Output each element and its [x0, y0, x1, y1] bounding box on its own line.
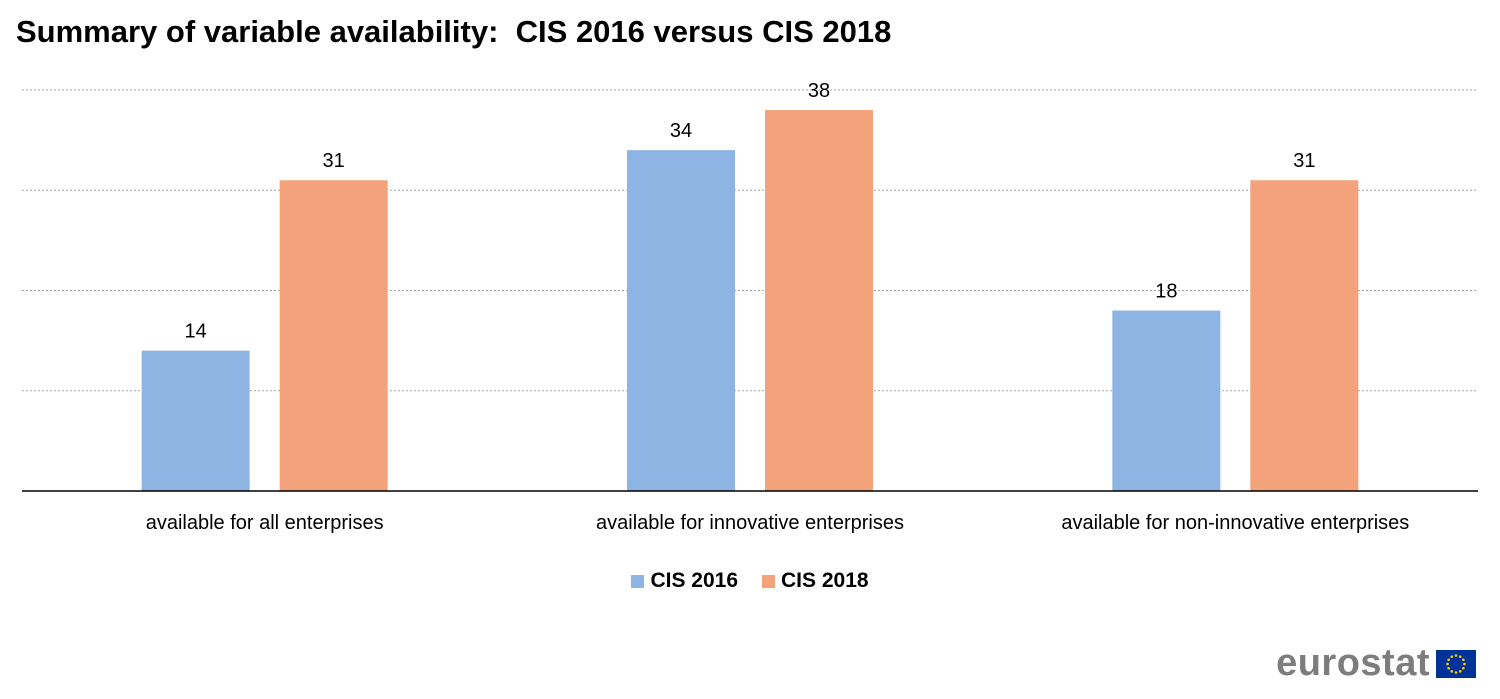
- value-label-cis-2018-available-for-non-innovative-enterprises: 31: [1293, 150, 1315, 172]
- bar-cis-2016-available-for-all-enterprises: [141, 350, 250, 491]
- value-label-cis-2016-available-for-innovative-enterprises: 34: [670, 120, 692, 142]
- flag-star: [1463, 662, 1466, 665]
- value-label-cis-2018-available-for-innovative-enterprises: 38: [808, 80, 830, 102]
- flag-star: [1458, 654, 1462, 658]
- value-label-cis-2018-available-for-all-enterprises: 31: [323, 150, 345, 172]
- bar-cis-2016-available-for-innovative-enterprises: [627, 150, 735, 491]
- bar-cis-2018-available-for-all-enterprises: [279, 180, 388, 491]
- category-label-available-for-all-enterprises: available for all enterprises: [146, 512, 384, 534]
- logo-text: eurostat: [1276, 642, 1430, 684]
- legend-label-cis-2018: CIS 2018: [781, 569, 869, 592]
- category-label-available-for-innovative-enterprises: available for innovative enterprises: [596, 512, 904, 534]
- legend-item-cis-2016: CIS 2016: [631, 569, 738, 593]
- flag-star: [1450, 654, 1454, 658]
- legend: CIS 2016 CIS 2018: [0, 569, 1500, 593]
- chart-title: Summary of variable availability: CIS 20…: [16, 14, 892, 49]
- gridlines: [22, 89, 1478, 392]
- legend-item-cis-2018: CIS 2018: [762, 569, 869, 593]
- flag-star: [1458, 669, 1462, 673]
- bar-cis-2016-available-for-non-innovative-enterprises: [1112, 310, 1221, 491]
- flag-star: [1462, 657, 1465, 661]
- flag-star: [1454, 653, 1458, 657]
- flag-star: [1447, 666, 1450, 670]
- bar-cis-2018-available-for-innovative-enterprises: [765, 110, 873, 492]
- legend-swatch-cis-2018: [762, 574, 775, 588]
- flag-star: [1454, 670, 1458, 674]
- legend-swatch-cis-2016: [631, 574, 645, 588]
- value-label-cis-2016-available-for-all-enterprises: 14: [185, 321, 207, 343]
- bar-cis-2018-available-for-non-innovative-enterprises: [1250, 180, 1359, 491]
- eurostat-logo: eurostat: [1276, 642, 1476, 685]
- category-label-available-for-non-innovative-enterprises: available for non-innovative enterprises: [1061, 512, 1409, 534]
- flag-star: [1446, 662, 1449, 665]
- bars: [141, 110, 1359, 492]
- value-labels: 14 31 34 38 18 31: [185, 80, 1316, 343]
- legend-label-cis-2016: CIS 2016: [650, 569, 738, 592]
- category-labels: available for all enterprises available f…: [146, 512, 1410, 534]
- value-label-cis-2016-available-for-non-innovative-enterprises: 18: [1155, 281, 1177, 303]
- eu-flag-icon: [1436, 649, 1476, 678]
- flag-star: [1462, 666, 1465, 670]
- flag-star: [1447, 657, 1450, 661]
- flag-star: [1450, 669, 1454, 673]
- bar-chart: 14 31 34 38 18 31 available for all enterpris…: [22, 80, 1478, 534]
